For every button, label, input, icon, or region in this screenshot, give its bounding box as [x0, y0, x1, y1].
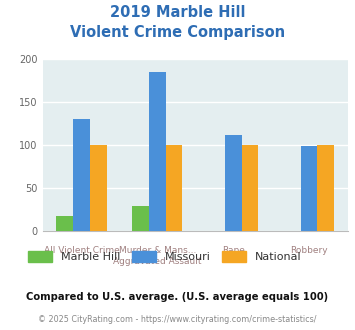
Bar [301, 146, 317, 231]
Text: All Violent Crime: All Violent Crime [44, 247, 119, 255]
Text: Rape: Rape [222, 247, 245, 255]
Text: Robbery: Robbery [290, 247, 328, 255]
Text: Aggravated Assault: Aggravated Assault [113, 257, 202, 266]
Bar [149, 72, 166, 231]
Text: Compared to U.S. average. (U.S. average equals 100): Compared to U.S. average. (U.S. average … [26, 292, 329, 302]
Bar [56, 215, 73, 231]
Bar [73, 119, 90, 231]
Text: Murder & Mans...: Murder & Mans... [119, 247, 196, 255]
Bar [132, 206, 149, 231]
Text: 2019 Marble Hill: 2019 Marble Hill [110, 5, 245, 20]
Text: Violent Crime Comparison: Violent Crime Comparison [70, 25, 285, 40]
Bar [166, 145, 182, 231]
Bar [317, 145, 334, 231]
Bar [225, 135, 241, 231]
Text: © 2025 CityRating.com - https://www.cityrating.com/crime-statistics/: © 2025 CityRating.com - https://www.city… [38, 315, 317, 324]
Bar [241, 145, 258, 231]
Bar [90, 145, 106, 231]
Legend: Marble Hill, Missouri, National: Marble Hill, Missouri, National [23, 247, 306, 267]
